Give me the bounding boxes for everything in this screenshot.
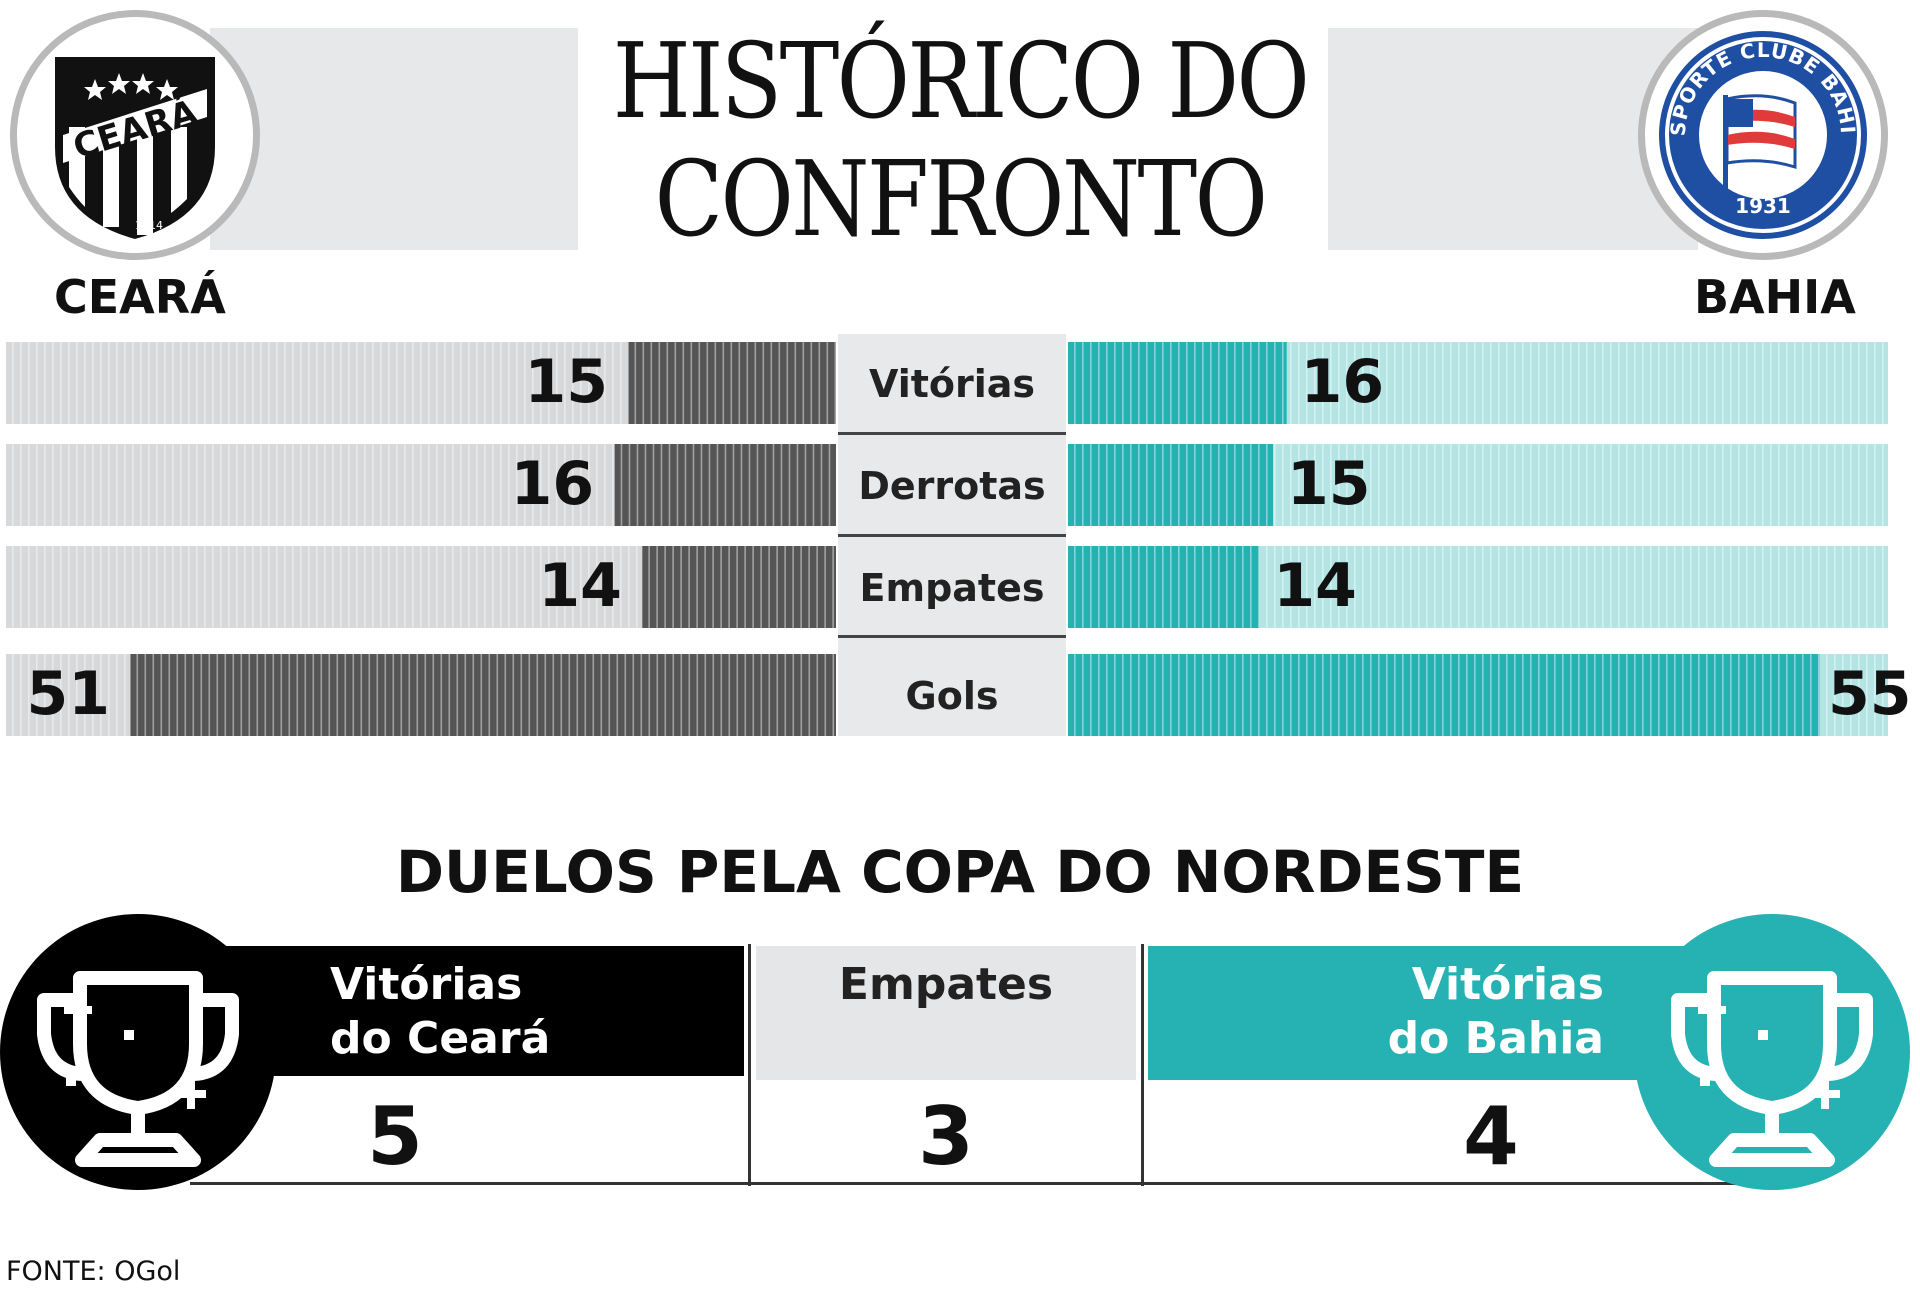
home-wins-label-line-1: Vitórias — [330, 959, 523, 1010]
category-label-derrotas: Derrotas — [858, 464, 1046, 508]
home-bar-empates — [642, 546, 836, 628]
row-divider — [838, 635, 1066, 638]
category-label-empates: Empates — [859, 566, 1045, 610]
row-divider — [838, 432, 1066, 435]
draws-value: 3 — [918, 1090, 974, 1183]
row-divider — [838, 534, 1066, 537]
home-bar-gols — [130, 654, 836, 736]
trophy-icon — [1671, 971, 1873, 1167]
home-wins-value: 5 — [367, 1090, 423, 1183]
home-wins-label: Vitórias do Ceará — [330, 958, 550, 1066]
away-value-vitorias: 16 — [1300, 347, 1385, 417]
away-bar-empates — [1068, 546, 1260, 628]
column-divider — [1141, 944, 1144, 1186]
home-bar-derrotas — [614, 444, 836, 526]
title-line-2: CONFRONTO — [654, 138, 1268, 260]
title-line-1: HISTÓRICO DO — [612, 20, 1310, 142]
away-wins-label: Vitórias do Bahia — [1300, 958, 1604, 1066]
section-title: DUELOS PELA COPA DO NORDESTE — [395, 838, 1525, 906]
away-wins-value: 4 — [1463, 1090, 1519, 1183]
ceara-shield-icon: CEARÁ 1914 — [55, 57, 215, 239]
draws-band — [756, 946, 1136, 1080]
column-divider — [748, 944, 751, 1186]
home-wins-label-line-2: do Ceará — [330, 1013, 551, 1064]
category-label-gols: Gols — [905, 674, 999, 718]
page-title: HISTÓRICO DO CONFRONTO — [582, 22, 1339, 258]
away-value-empates: 14 — [1273, 551, 1357, 621]
home-value-vitorias: 15 — [524, 347, 609, 417]
away-bar-vitorias — [1068, 342, 1287, 424]
ceara-crest-year: 1914 — [135, 219, 163, 232]
away-trophy-circle — [1634, 914, 1910, 1190]
bahia-badge-icon: ESPORTE CLUBE BAHIA 1931 — [1637, 0, 1867, 239]
trophy-icon — [37, 971, 239, 1167]
away-bar-derrotas — [1068, 444, 1273, 526]
home-value-derrotas: 16 — [510, 449, 595, 519]
header-band-left — [210, 28, 578, 250]
home-value-empates: 14 — [538, 551, 622, 621]
bahia-crest: ESPORTE CLUBE BAHIA 1931 — [1637, 0, 1888, 260]
baseline — [190, 1182, 1774, 1185]
home-bar-vitorias — [628, 342, 837, 424]
bahia-crest-year: 1931 — [1735, 194, 1791, 218]
draws-label: Empates — [838, 959, 1054, 1010]
away-team-name: BAHIA — [1694, 270, 1856, 324]
header-band-right — [1328, 28, 1698, 250]
ceara-crest: CEARÁ 1914 — [10, 10, 260, 260]
stats-bar-chart — [6, 342, 1888, 736]
home-trophy-circle — [0, 914, 276, 1190]
source-note: FONTE: OGol — [6, 1256, 181, 1287]
away-wins-label-line-2: do Bahia — [1387, 1013, 1604, 1064]
away-value-gols: 55 — [1828, 659, 1912, 729]
home-value-gols: 51 — [26, 659, 111, 729]
category-label-vitorias: Vitórias — [868, 362, 1036, 406]
away-value-derrotas: 15 — [1287, 449, 1371, 519]
away-bar-gols — [1068, 654, 1820, 736]
home-team-name: CEARÁ — [54, 270, 226, 324]
away-wins-label-line-1: Vitórias — [1411, 959, 1604, 1010]
